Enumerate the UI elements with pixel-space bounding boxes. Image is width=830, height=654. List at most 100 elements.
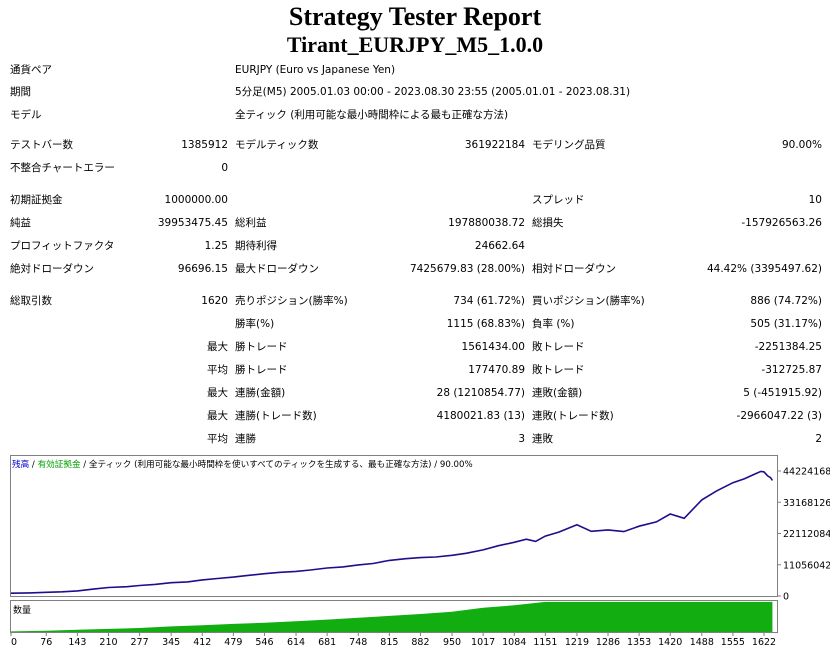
abs-dd-value: 96696.15	[177, 263, 228, 275]
legend-equity: 有効証拠金	[38, 458, 81, 470]
period-label: 期間	[10, 86, 31, 98]
expected-value: 24662.64	[474, 240, 525, 252]
avg-loss-label: 敗トレード	[532, 364, 585, 376]
legend-sep-1: /	[29, 460, 37, 470]
max-consec-wins-label: 連勝(金額)	[235, 387, 286, 399]
win-rate-label: 勝率(%)	[235, 318, 275, 330]
x-tick-label: 950	[443, 637, 461, 648]
report-title: Strategy Tester Report	[288, 2, 542, 31]
spread-value: 10	[808, 194, 822, 206]
gross-loss-label: 総損失	[532, 217, 564, 229]
x-tick-label: 882	[411, 637, 429, 648]
avg-consec-wins-value: 3	[518, 433, 525, 445]
total-trades-label: 総取引数	[10, 295, 52, 307]
max-word-3: 最大	[207, 410, 228, 422]
avg-win-value: 177470.89	[468, 364, 525, 376]
expected-label: 期待利得	[235, 240, 277, 252]
net-label: 純益	[10, 217, 31, 229]
avg-win-label: 勝トレード	[235, 364, 288, 376]
short-value: 734 (61.72%)	[453, 295, 525, 307]
x-tick-label: 1084	[502, 637, 526, 648]
report-subtitle: Tirant_EURJPY_M5_1.0.0	[286, 32, 544, 57]
x-tick-label: 1286	[596, 637, 620, 648]
legend-quality: 90.00%	[440, 460, 473, 470]
symbol-value: EURJPY (Euro vs Japanese Yen)	[235, 64, 396, 76]
x-tick-label: 76	[40, 637, 52, 648]
x-tick-label: 210	[99, 637, 117, 648]
largest-loss-value: -2251384.25	[754, 341, 822, 353]
x-tick-label: 412	[193, 637, 211, 648]
max-consec-loss-label: 連敗(トレード数)	[532, 410, 614, 422]
pf-value: 1.25	[204, 240, 228, 252]
short-label: 売りポジション(勝率%)	[235, 295, 348, 307]
max-dd-value: 7425679.83 (28.00%)	[409, 263, 525, 275]
loss-rate-value: 505 (31.17%)	[750, 318, 822, 330]
pf-label: プロフィットファクタ	[10, 240, 115, 252]
long-value: 886 (74.72%)	[750, 295, 822, 307]
x-tick-label: 815	[380, 637, 398, 648]
chart-legend: 残高 / 有効証拠金 / 全ティック (利用可能な最小時間枠を使いすべてのティッ…	[12, 458, 473, 470]
legend-model: 全ティック (利用可能な最小時間枠を使いすべてのティックを生成する、最も正確な方…	[89, 458, 432, 470]
y-tick-label: 22112084	[783, 529, 830, 540]
avg-loss-value: -312725.87	[761, 364, 822, 376]
largest-win-label: 勝トレード	[235, 341, 288, 353]
bars-value: 1385912	[181, 139, 228, 151]
x-tick-label: 345	[162, 637, 180, 648]
avg-consec-losses-value: 2	[815, 433, 822, 445]
mismatch-value: 0	[221, 162, 228, 174]
y-tick-label: 0	[783, 592, 789, 603]
total-trades-value: 1620	[201, 295, 228, 307]
net-value: 39953475.45	[157, 217, 228, 229]
model-value: 全ティック (利用可能な最小時間枠による最も正確な方法)	[235, 109, 509, 121]
win-rate-value: 1115 (68.83%)	[446, 318, 525, 330]
gross-profit-value: 197880038.72	[448, 217, 525, 229]
balance-panel	[10, 455, 778, 597]
x-tick-label: 0	[11, 637, 17, 648]
spread-label: スプレッド	[532, 194, 585, 206]
quality-value: 90.00%	[781, 139, 822, 151]
x-tick-label: 1151	[533, 637, 557, 648]
x-tick-label: 546	[255, 637, 273, 648]
x-tick-label: 681	[318, 637, 336, 648]
long-label: 買いポジション(勝率%)	[532, 295, 645, 307]
ticks-label: モデルティック数	[235, 139, 319, 151]
balance-chart: 数量 残高 / 有効証拠金 / 全ティック (利用可能な最小時間枠を使いすべての…	[10, 455, 830, 654]
avg-word-1: 平均	[207, 364, 228, 376]
volume-label: 数量	[13, 604, 31, 616]
max-consec-losses-value: 5 (-451915.92)	[743, 387, 822, 399]
deposit-value: 1000000.00	[164, 194, 228, 206]
mismatch-label: 不整合チャートエラー	[10, 162, 115, 174]
x-tick-label: 1353	[627, 637, 651, 648]
x-tick-label: 1555	[721, 637, 745, 648]
max-consec-loss-value: -2966047.22 (3)	[736, 410, 822, 422]
bars-label: テストバー数	[10, 139, 73, 151]
y-tick-label: 11056042	[783, 560, 830, 571]
rel-dd-label: 相対ドローダウン	[532, 263, 616, 275]
y-tick-label: 33168126	[783, 498, 830, 509]
max-consec-losses-label: 連敗(金額)	[532, 387, 583, 399]
max-word-1: 最大	[207, 341, 228, 353]
period-value: 5分足(M5) 2005.01.03 00:00 - 2023.08.30 23…	[235, 86, 631, 98]
ticks-value: 361922184	[464, 139, 525, 151]
abs-dd-label: 絶対ドローダウン	[10, 263, 94, 275]
avg-word-2: 平均	[207, 433, 228, 445]
model-label: モデル	[10, 109, 42, 121]
volume-area	[11, 601, 773, 632]
max-word-2: 最大	[207, 387, 228, 399]
legend-balance: 残高	[12, 458, 30, 470]
largest-loss-label: 敗トレード	[532, 341, 585, 353]
x-tick-label: 1488	[690, 637, 714, 648]
y-tick-label: 44224168	[783, 467, 830, 478]
quality-label: モデリング品質	[532, 139, 606, 151]
x-tick-label: 1219	[565, 637, 589, 648]
x-tick-label: 479	[224, 637, 242, 648]
gross-profit-label: 総利益	[235, 217, 267, 229]
x-tick-label: 143	[68, 637, 86, 648]
largest-win-value: 1561434.00	[461, 341, 525, 353]
balance-line	[10, 470, 774, 594]
x-tick-label: 1622	[752, 637, 776, 648]
max-dd-label: 最大ドローダウン	[235, 263, 319, 275]
avg-consec-losses-label: 連敗	[532, 433, 553, 445]
legend-sep-2: /	[81, 460, 89, 470]
gross-loss-value: -157926563.26	[741, 217, 822, 229]
